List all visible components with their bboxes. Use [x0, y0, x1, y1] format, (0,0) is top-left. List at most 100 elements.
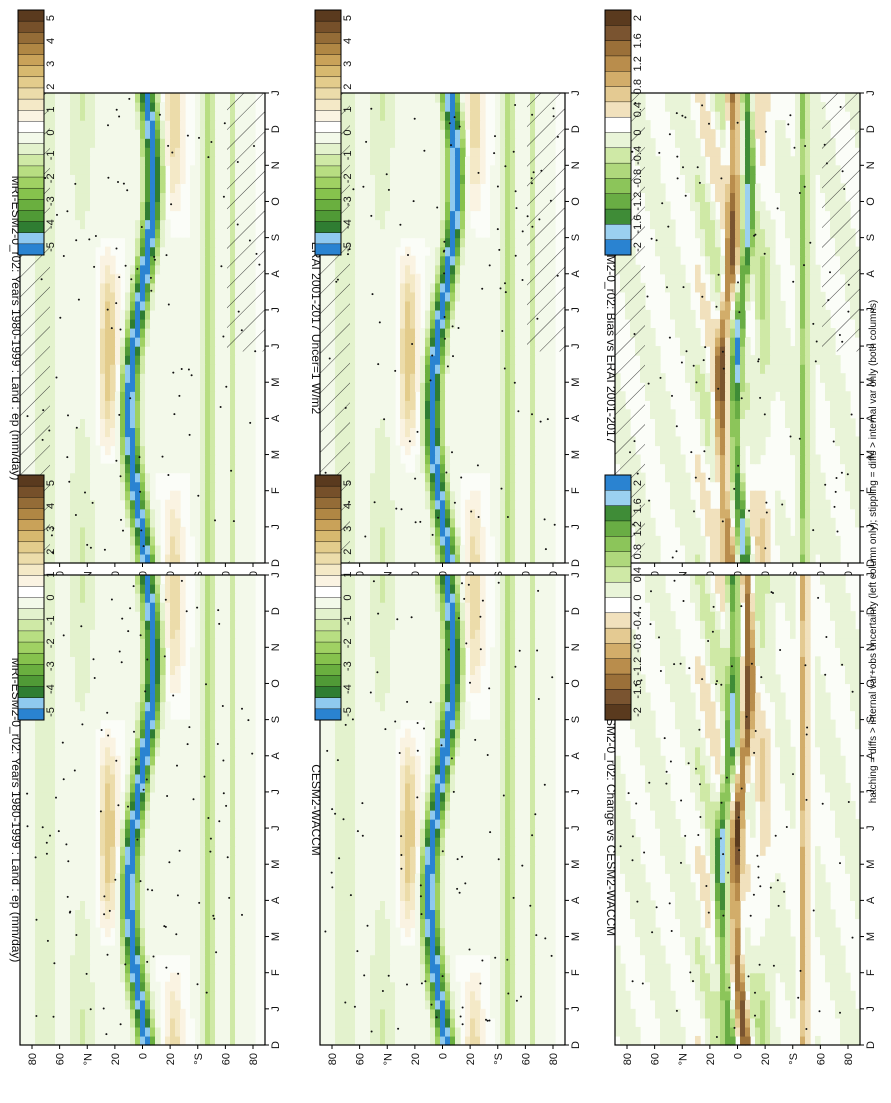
heatmap-cell: [25, 791, 31, 802]
heatmap-cell: [130, 436, 136, 447]
heatmap-cell: [65, 219, 71, 230]
heatmap-cell: [75, 517, 81, 528]
stipple-dot: [247, 719, 250, 722]
heatmap-cell: [50, 1017, 56, 1028]
heatmap-cell: [150, 638, 156, 648]
heatmap-cell: [80, 791, 86, 802]
heatmap-cell: [80, 526, 86, 537]
heatmap-cell: [215, 737, 221, 748]
heatmap-cell: [110, 201, 116, 212]
heatmap-cell: [65, 810, 71, 820]
heatmap-cell: [165, 102, 171, 112]
heatmap-cell: [40, 719, 46, 730]
heatmap-cell: [225, 472, 231, 483]
heatmap-cell: [85, 328, 91, 338]
lat-tick-label: 0: [138, 1053, 150, 1059]
heatmap-cell: [190, 909, 196, 920]
heatmap-cell: [220, 1017, 226, 1028]
heatmap-cell: [75, 981, 81, 992]
heatmap-cell: [55, 927, 61, 938]
heatmap-cell: [55, 463, 61, 474]
heatmap-cell: [205, 418, 211, 429]
heatmap-cell: [80, 228, 86, 239]
heatmap-cell: [190, 201, 196, 212]
heatmap-cell: [110, 120, 116, 130]
heatmap-cell: [220, 800, 226, 811]
heatmap-cell: [230, 575, 236, 585]
heatmap-cell: [155, 945, 161, 956]
heatmap-cell: [185, 719, 191, 730]
heatmap-cell: [90, 436, 96, 447]
heatmap-cell: [55, 201, 61, 212]
heatmap-cell: [95, 927, 101, 938]
heatmap-cell: [150, 156, 156, 166]
stipple-dot: [216, 743, 219, 745]
stipple-dot: [74, 182, 77, 185]
heatmap-cell: [55, 553, 61, 564]
heatmap-cell: [230, 391, 236, 401]
heatmap-cell: [105, 544, 111, 555]
heatmap-cell: [25, 728, 31, 739]
heatmap-cell: [150, 873, 156, 883]
heatmap-cell: [120, 710, 126, 721]
heatmap-cell: [180, 1008, 186, 1019]
heatmap-cell: [245, 373, 251, 383]
heatmap-cell: [130, 846, 136, 856]
heatmap-cell: [245, 855, 251, 865]
heatmap-cell: [205, 174, 211, 184]
heatmap-cell: [240, 1026, 246, 1037]
heatmap-cell: [160, 373, 166, 383]
heatmap-cell: [240, 990, 246, 1001]
heatmap-cell: [135, 855, 141, 865]
heatmap-cell: [45, 773, 51, 784]
heatmap-cell: [80, 328, 86, 338]
heatmap-cell: [170, 508, 176, 519]
heatmap-cell: [100, 674, 106, 685]
heatmap-cell: [30, 1035, 36, 1046]
heatmap-cell: [130, 508, 136, 519]
heatmap-cell: [60, 237, 66, 248]
stipple-dot: [146, 658, 149, 661]
heatmap-cell: [180, 138, 186, 148]
heatmap-cell: [75, 800, 81, 811]
heatmap-cell: [90, 782, 96, 793]
heatmap-cell: [215, 328, 221, 338]
heatmap-cell: [55, 954, 61, 965]
heatmap-cell: [120, 575, 126, 585]
heatmap-cell: [35, 954, 41, 965]
heatmap-cell: [215, 909, 221, 920]
heatmap-cell: [205, 291, 211, 302]
heatmap-cell: [45, 665, 51, 676]
heatmap-cell: [235, 737, 241, 748]
heatmap-cell: [110, 620, 116, 630]
heatmap-cell: [50, 156, 56, 166]
heatmap-cell: [135, 517, 141, 528]
heatmap-cell: [100, 773, 106, 784]
heatmap-cell: [55, 337, 61, 347]
heatmap-cell: [160, 291, 166, 302]
heatmap-cell: [120, 535, 126, 546]
heatmap-cell: [240, 638, 246, 648]
heatmap-cell: [115, 120, 121, 130]
stipple-dot: [115, 247, 118, 250]
heatmap-cell: [200, 810, 206, 820]
heatmap-cell: [25, 918, 31, 929]
heatmap-cell: [100, 945, 106, 956]
heatmap-cell: [25, 981, 31, 992]
heatmap-cell: [90, 909, 96, 920]
heatmap-cell: [145, 255, 151, 266]
stipple-dot: [218, 820, 221, 823]
heatmap-cell: [110, 602, 116, 612]
heatmap-cell: [220, 147, 226, 157]
heatmap-cell: [150, 535, 156, 546]
heatmap-cell: [250, 882, 256, 892]
colorbar-swatch: [17, 199, 45, 211]
heatmap-cell: [80, 472, 86, 483]
heatmap-cell: [145, 611, 151, 621]
heatmap-cell: [220, 201, 226, 212]
heatmap-cell: [115, 791, 121, 802]
heatmap-cell: [155, 584, 161, 594]
heatmap-cell: [135, 328, 141, 338]
heatmap-cell: [120, 900, 126, 911]
heatmap-cell: [140, 355, 146, 365]
